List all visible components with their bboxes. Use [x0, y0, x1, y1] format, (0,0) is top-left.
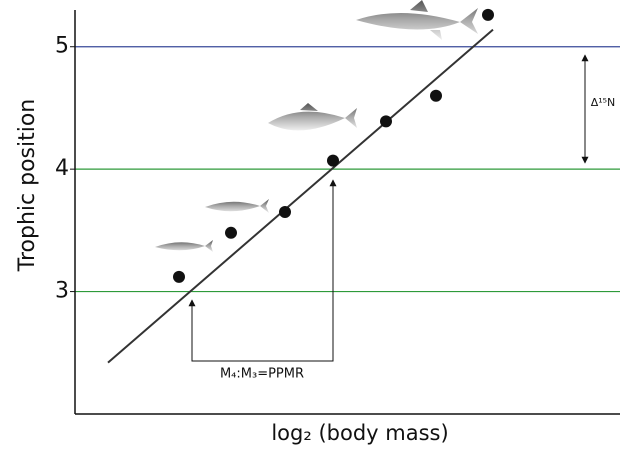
- point: [380, 115, 392, 128]
- point: [225, 226, 237, 239]
- fit-line: [107, 28, 494, 364]
- y-axis-label: Trophic position: [15, 99, 40, 272]
- ppmr-bracket: [188, 179, 337, 362]
- y-tick-label: 5: [55, 34, 69, 59]
- annotation: Δ¹⁵N: [591, 96, 616, 109]
- fish-icon: [155, 0, 478, 252]
- annotation: M₄:M₃=PPMR: [220, 367, 304, 382]
- y-tick-label: 3: [55, 279, 69, 304]
- x-axis-label: log₂ (body mass): [271, 421, 448, 445]
- point: [430, 89, 442, 102]
- point: [173, 270, 185, 283]
- point: [482, 8, 494, 21]
- point: [279, 206, 291, 218]
- point: [327, 154, 339, 167]
- y-tick-label: 4: [55, 156, 69, 181]
